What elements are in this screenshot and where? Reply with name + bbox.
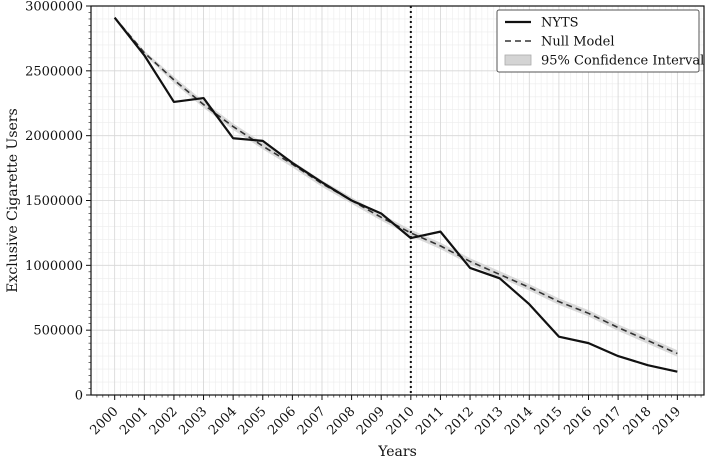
x-tick-label: 2003 [176,404,210,438]
x-tick-label: 2018 [621,404,655,438]
x-tick-label: 2015 [532,404,566,438]
y-tick-label: 500000 [33,324,83,339]
y-tick-label: 1500000 [25,194,83,209]
x-tick-label: 2011 [413,404,447,438]
legend-label-null-model: Null Model [541,35,615,50]
x-tick-label: 2004 [206,404,240,438]
x-tick-label: 2002 [147,404,181,438]
y-tick-label: 2000000 [25,129,83,144]
x-tick-label: 2014 [502,404,536,438]
x-tick-label: 2007 [295,404,329,438]
legend-swatch-confidence-interval [504,54,532,66]
series-layer [113,16,678,373]
legend: NYTS Null Model 95% Confidence Interval [496,9,704,73]
legend-box [496,9,700,73]
nyts-line [113,16,678,373]
x-axis-title: Years [377,444,417,459]
y-axis-title: Exclusive Cigarette Users [5,108,21,292]
x-tick-label: 2008 [324,404,358,438]
x-tick-label: 2017 [591,404,625,438]
y-tick-label: 2500000 [25,64,83,79]
x-tick-label: 2016 [561,404,595,438]
x-tick-label: 2019 [650,404,684,438]
y-tick-label: 1000000 [25,259,83,274]
x-tick-label: 2009 [354,404,388,438]
x-tick-label: 2001 [117,404,151,438]
x-tick-label: 2010 [384,404,418,438]
y-tick-label: 3000000 [25,0,83,15]
y-tick-label: 0 [75,389,83,404]
x-tick-label: 2013 [472,404,506,438]
x-tick-label: 2006 [265,404,299,438]
legend-label-nyts: NYTS [541,16,579,31]
x-tick-label: 2012 [443,404,477,438]
legend-label-confidence-interval: 95% Confidence Interval [541,54,704,69]
x-tick-label: 2000 [88,404,122,438]
x-tick-label: 2005 [236,404,270,438]
